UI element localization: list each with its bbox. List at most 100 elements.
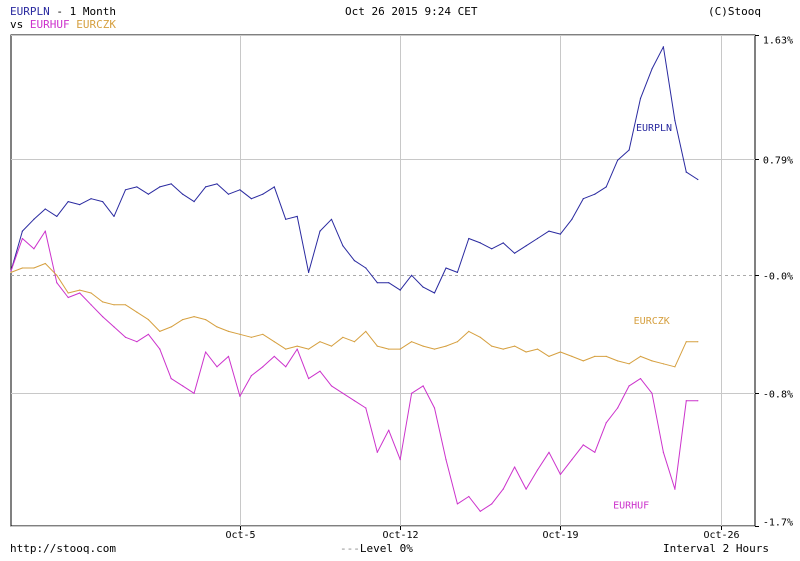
data-point-eurhuf <box>44 230 46 232</box>
data-point-eurpln <box>697 178 699 181</box>
data-point-eurczk <box>342 336 344 338</box>
data-point-eurpln <box>113 215 115 217</box>
data-point-eurhuf <box>674 488 676 490</box>
footer-level: ---Level 0% <box>340 542 413 555</box>
data-point-eurpln <box>44 208 46 210</box>
data-point-eurczk <box>33 267 35 269</box>
data-point-eurczk <box>21 267 23 269</box>
data-point-eurczk <box>468 330 470 332</box>
data-point-eurczk <box>239 333 241 335</box>
data-point-eurpln <box>227 193 230 195</box>
data-point-eurhuf <box>21 237 23 240</box>
main-symbol: EURPLN <box>10 5 50 18</box>
data-point-eurhuf <box>697 400 699 402</box>
data-point-eurhuf <box>411 392 413 394</box>
data-point-eurczk <box>617 360 619 362</box>
data-point-eurpln <box>639 97 642 99</box>
data-point-eurhuf <box>365 407 367 409</box>
data-point-eurczk <box>113 304 115 306</box>
x-tick-label-3: Oct-26 <box>703 530 739 541</box>
data-point-eurpln <box>136 186 138 188</box>
data-point-eurpln <box>365 267 367 269</box>
data-point-eurczk <box>502 348 504 350</box>
data-point-eurhuf <box>388 429 390 431</box>
data-point-eurczk <box>559 351 562 353</box>
x-tick-label-2: Oct-19 <box>542 530 578 541</box>
data-point-eurpln <box>159 186 161 188</box>
data-point-eurczk <box>56 274 58 276</box>
data-point-eurpln <box>33 218 35 220</box>
data-point-eurczk <box>422 345 424 347</box>
data-point-eurpln <box>353 260 355 262</box>
data-point-eurczk <box>536 348 539 350</box>
data-point-eurhuf <box>685 400 687 402</box>
data-point-eurpln <box>468 237 470 240</box>
plot-area <box>10 34 756 527</box>
data-point-eurhuf <box>342 392 344 394</box>
data-point-eurpln <box>182 193 184 195</box>
data-point-eurczk <box>491 345 493 347</box>
data-point-eurczk <box>319 341 321 343</box>
data-point-eurhuf <box>170 378 172 380</box>
data-point-eurpln <box>456 271 458 273</box>
data-point-eurhuf <box>262 366 264 368</box>
data-point-eurpln <box>491 248 493 250</box>
data-point-eurczk <box>674 366 676 368</box>
data-point-eurpln <box>216 183 218 185</box>
data-point-eurczk <box>571 355 573 357</box>
data-point-eurpln <box>56 215 58 217</box>
data-point-eurpln <box>502 242 504 244</box>
data-point-eurpln <box>479 242 481 244</box>
data-point-eurhuf <box>456 503 458 505</box>
data-point-eurpln <box>250 198 252 200</box>
data-point-eurpln <box>273 186 275 188</box>
labels-layer: 1.63% 0.79% -0.0% -0.8% -1.7% Oct-5 Oct-12 Oct-… <box>225 36 793 542</box>
data-point-eurhuf <box>662 451 665 453</box>
data-point-eurhuf <box>67 296 69 299</box>
data-point-eurhuf <box>433 407 436 409</box>
data-point-eurpln <box>674 119 676 122</box>
data-point-eurczk <box>433 348 436 350</box>
data-point-eurczk <box>308 348 310 350</box>
data-point-eurhuf <box>159 348 161 350</box>
title-row: EURPLN - 1 Month <box>10 5 116 18</box>
data-point-eurczk <box>594 355 596 357</box>
x-tick-label-1: Oct-12 <box>382 530 418 541</box>
data-point-eurhuf <box>468 495 470 498</box>
data-point-eurczk <box>685 341 687 343</box>
footer-url[interactable]: http://stooq.com <box>10 542 116 555</box>
data-point-eurczk <box>388 348 390 350</box>
data-point-eurpln <box>193 201 195 203</box>
data-point-eurpln <box>651 68 653 70</box>
data-point-eurczk <box>399 348 401 350</box>
compare-row: vs EURHUF EURCZK <box>10 18 116 31</box>
data-point-eurpln <box>548 230 550 232</box>
copyright: (C)Stooq <box>708 5 761 18</box>
data-point-eurhuf <box>205 351 207 353</box>
data-point-eurhuf <box>113 326 115 328</box>
data-point-eurhuf <box>56 282 58 284</box>
data-point-eurczk <box>548 355 550 357</box>
data-point-eurpln <box>205 186 207 188</box>
compare-symbol-eurczk: EURCZK <box>76 18 116 31</box>
data-point-eurhuf <box>491 503 493 505</box>
data-point-eurhuf <box>536 469 539 471</box>
data-point-eurczk <box>411 341 413 343</box>
data-point-eurhuf <box>353 400 355 402</box>
level-label: Level 0% <box>359 542 413 555</box>
data-point-eurpln <box>170 183 172 185</box>
data-point-eurhuf <box>605 422 607 424</box>
data-point-eurpln <box>685 171 687 173</box>
data-point-eurczk <box>605 355 607 357</box>
data-point-eurpln <box>525 245 527 247</box>
data-point-eurpln <box>605 186 607 188</box>
data-point-eurczk <box>582 360 584 362</box>
data-point-eurczk <box>353 341 355 343</box>
data-point-eurhuf <box>102 316 104 318</box>
data-point-eurhuf <box>548 451 550 453</box>
data-point-eurhuf <box>285 366 287 368</box>
data-point-eurczk <box>205 319 207 321</box>
data-point-eurczk <box>90 292 92 294</box>
data-point-eurhuf <box>559 473 562 475</box>
